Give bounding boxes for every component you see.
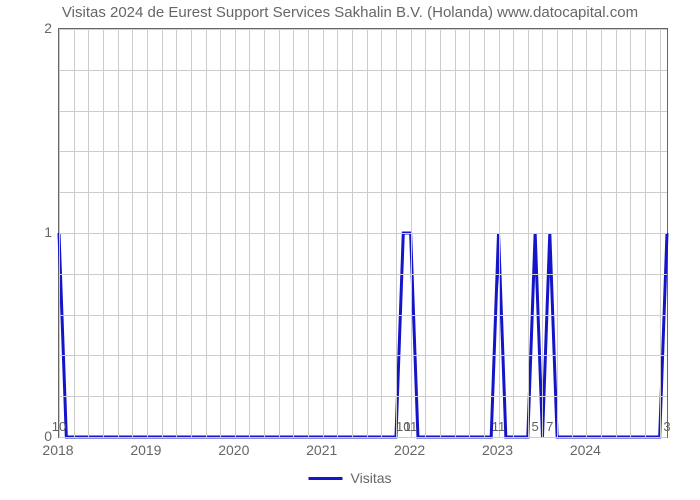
x-tick-label: 2024 (570, 442, 601, 458)
grid-horizontal (59, 274, 667, 275)
x-tick-label: 2023 (482, 442, 513, 458)
y-tick-label: 1 (44, 224, 52, 240)
x-tick-label: 2022 (394, 442, 425, 458)
grid-horizontal (59, 315, 667, 316)
legend-label: Visitas (351, 470, 392, 486)
x-tick-label: 2020 (218, 442, 249, 458)
chart-legend: Visitas (309, 470, 392, 486)
grid-horizontal (59, 396, 667, 397)
grid-horizontal (59, 437, 667, 438)
x-tick-label: 2019 (130, 442, 161, 458)
grid-horizontal (59, 355, 667, 356)
chart-title: Visitas 2024 de Eurest Support Services … (0, 4, 700, 21)
grid-horizontal (59, 70, 667, 71)
grid-horizontal (59, 192, 667, 193)
x-tick-label: 2018 (42, 442, 73, 458)
grid-horizontal (59, 151, 667, 152)
grid-horizontal (59, 111, 667, 112)
legend-swatch (309, 477, 343, 480)
y-tick-label: 2 (44, 20, 52, 36)
series-line (59, 233, 667, 437)
grid-horizontal (59, 233, 667, 234)
grid-horizontal (59, 29, 667, 30)
x-tick-label: 2021 (306, 442, 337, 458)
chart-plot-area: 10101111573 (58, 28, 668, 438)
